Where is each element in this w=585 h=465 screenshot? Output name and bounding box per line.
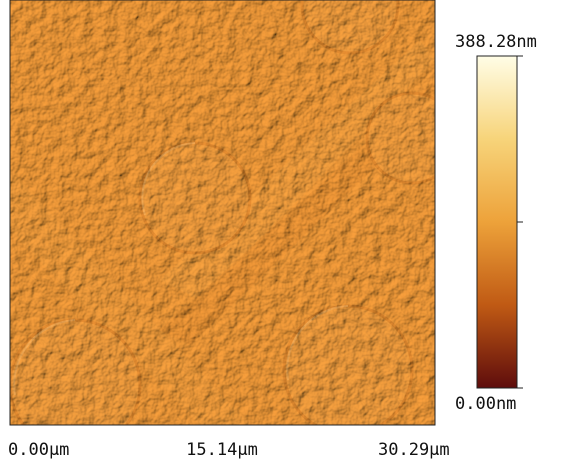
colorbar-min-label: 0.00nm — [455, 394, 516, 414]
x-axis-label: 15.14µm — [186, 440, 258, 460]
afm-image — [10, 0, 457, 450]
x-axis-label: 30.29µm — [378, 440, 450, 460]
x-axis-label: 0.00µm — [8, 440, 69, 460]
colorbar-max-label: 388.28nm — [455, 32, 537, 52]
colorbar — [477, 56, 517, 388]
afm-figure: 388.28nm 0.00nm 0.00µm 15.14µm 30.29µm — [0, 0, 585, 465]
